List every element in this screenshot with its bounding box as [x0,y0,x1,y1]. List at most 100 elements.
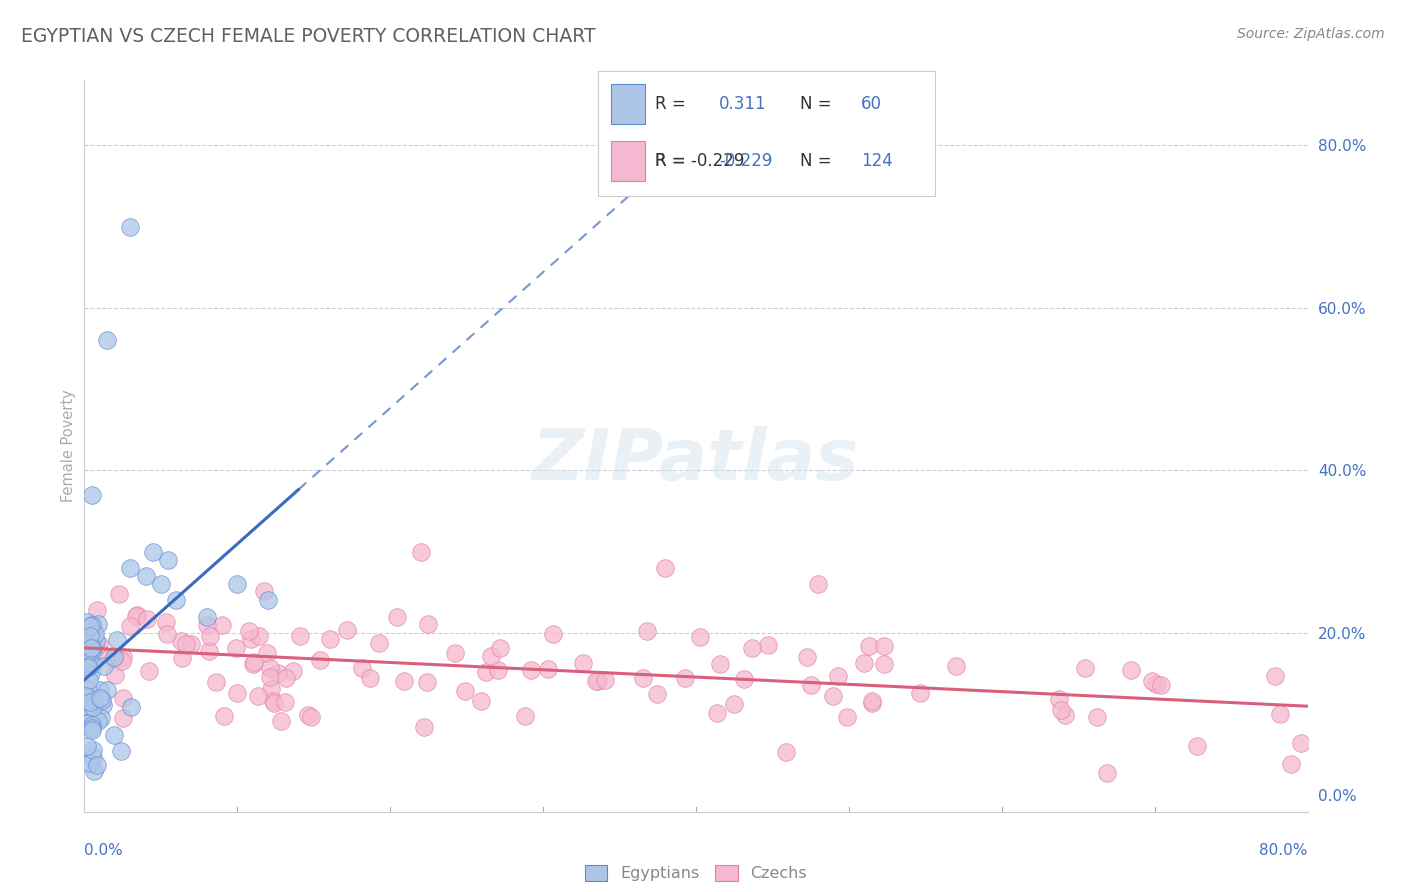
Point [93,658,115,673]
Text: R =: R = [655,95,686,112]
Point [858,640,880,654]
Point [79,695,101,709]
FancyBboxPatch shape [612,84,645,124]
Point [96,683,118,698]
Point [135,569,157,583]
Point [260,681,283,696]
Point [87,714,110,728]
Point [80,723,103,738]
Point [111,654,134,668]
Legend: Egyptians, Czechs: Egyptians, Czechs [578,858,814,888]
Point [79,629,101,643]
Point [87,616,110,631]
Point [470,693,492,707]
Point [91,698,114,713]
Point [585,674,607,689]
Point [103,652,125,666]
Point [197,644,219,658]
Point [588,674,610,689]
Point [387,609,409,624]
Point [852,656,875,670]
Point [76,716,98,731]
Point [253,583,276,598]
FancyBboxPatch shape [612,141,645,181]
Point [733,672,755,686]
Point [142,544,165,558]
Text: R =: R = [655,153,686,170]
Point [80,622,103,636]
Point [520,663,543,677]
Point [107,587,129,601]
Point [796,650,818,665]
Point [180,638,202,652]
Point [741,640,763,655]
Point [297,707,319,722]
Point [170,634,193,648]
Point [908,686,931,700]
Point [247,689,270,703]
Point [89,690,111,705]
Point [454,684,477,698]
Point [82,627,104,641]
Point [270,714,292,728]
Point [79,619,101,633]
Point [416,675,439,690]
Point [259,670,281,684]
Point [77,683,100,698]
Point [89,683,111,698]
Point [1049,702,1071,716]
Point [1144,677,1167,691]
Point [807,577,830,591]
Point [444,646,467,660]
Point [91,693,114,707]
Point [274,696,297,710]
Point [1121,663,1143,677]
Point [413,720,436,734]
Point [860,696,883,710]
Point [1185,739,1208,753]
Point [118,618,141,632]
Point [257,593,280,607]
Point [709,657,731,672]
Point [200,629,222,643]
Point [481,649,503,664]
Text: 0.0%: 0.0% [84,843,124,858]
Point [689,630,711,644]
Point [267,665,290,680]
Point [77,644,100,658]
Point [82,644,104,658]
Point [80,666,103,681]
Point [416,617,439,632]
Point [225,640,247,655]
Point [80,641,103,656]
Point [654,561,676,575]
Point [86,603,108,617]
Point [1264,669,1286,683]
Point [1150,678,1173,692]
Point [409,544,432,558]
Point [242,655,264,669]
Point [673,671,696,685]
Point [120,561,142,575]
Point [225,686,247,700]
Point [75,648,97,663]
Point [823,690,845,704]
Point [75,655,97,669]
Point [89,646,111,660]
Point [195,617,218,632]
Point [104,668,127,682]
Point [87,637,110,651]
Point [212,709,235,723]
Point [80,717,103,731]
Point [82,700,104,714]
Text: ZIPatlas: ZIPatlas [533,426,859,495]
Text: 60: 60 [860,95,882,112]
Point [111,649,134,664]
Point [276,671,298,685]
Point [82,749,104,764]
Point [75,698,97,713]
Point [536,662,558,676]
Point [105,633,128,648]
Point [835,709,858,723]
Point [79,756,101,770]
